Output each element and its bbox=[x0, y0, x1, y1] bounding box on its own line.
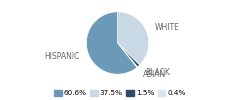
Text: WHITE: WHITE bbox=[155, 23, 180, 32]
Wedge shape bbox=[86, 12, 137, 74]
Wedge shape bbox=[118, 43, 140, 67]
Text: HISPANIC: HISPANIC bbox=[44, 52, 79, 61]
Text: ASIAN: ASIAN bbox=[143, 70, 166, 79]
Wedge shape bbox=[118, 43, 138, 68]
Wedge shape bbox=[118, 12, 149, 65]
Text: BLACK: BLACK bbox=[145, 68, 170, 78]
Legend: 60.6%, 37.5%, 1.5%, 0.4%: 60.6%, 37.5%, 1.5%, 0.4% bbox=[54, 90, 186, 96]
